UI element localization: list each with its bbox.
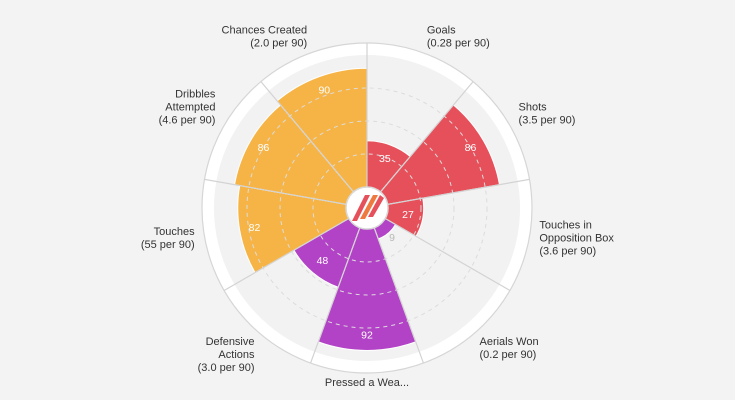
category-label: Pressed a Wea... <box>325 377 409 389</box>
category-label: Shots (3.5 per 90) <box>519 102 576 127</box>
category-label: Touches in Opposition Box (3.6 per 90) <box>539 219 614 257</box>
grid-ring <box>312 153 422 263</box>
slice-background <box>374 218 500 352</box>
value-label: 86 <box>465 142 477 154</box>
category-label: Chances Created (2.0 per 90) <box>222 25 308 50</box>
value-label: 35 <box>379 153 391 165</box>
category-label: Dribbles Attempted (4.6 per 90) <box>159 89 216 127</box>
grid-ring <box>246 87 488 329</box>
spoke-line <box>373 227 424 364</box>
value-label: 90 <box>318 85 330 97</box>
spoke-line <box>204 178 347 205</box>
value-label: 86 <box>258 142 270 154</box>
value-label: 48 <box>317 255 329 267</box>
spoke-line <box>384 217 511 292</box>
spoke-line <box>310 227 361 364</box>
spoke-line <box>380 81 474 193</box>
spoke-line <box>223 217 350 292</box>
value-label: 82 <box>249 222 261 234</box>
spoke-line <box>260 81 354 193</box>
category-label: Aerials Won (0.2 per 90) <box>479 336 538 361</box>
category-label: Defensive Actions (3.0 per 90) <box>198 336 255 374</box>
category-label: Touches (55 per 90) <box>141 226 195 251</box>
value-label: 27 <box>402 209 414 221</box>
spoke-line <box>387 178 530 205</box>
value-label: 92 <box>361 329 373 341</box>
value-label: 9 <box>389 232 395 244</box>
logo-icon <box>345 186 389 230</box>
category-label: Goals (0.28 per 90) <box>427 25 490 50</box>
